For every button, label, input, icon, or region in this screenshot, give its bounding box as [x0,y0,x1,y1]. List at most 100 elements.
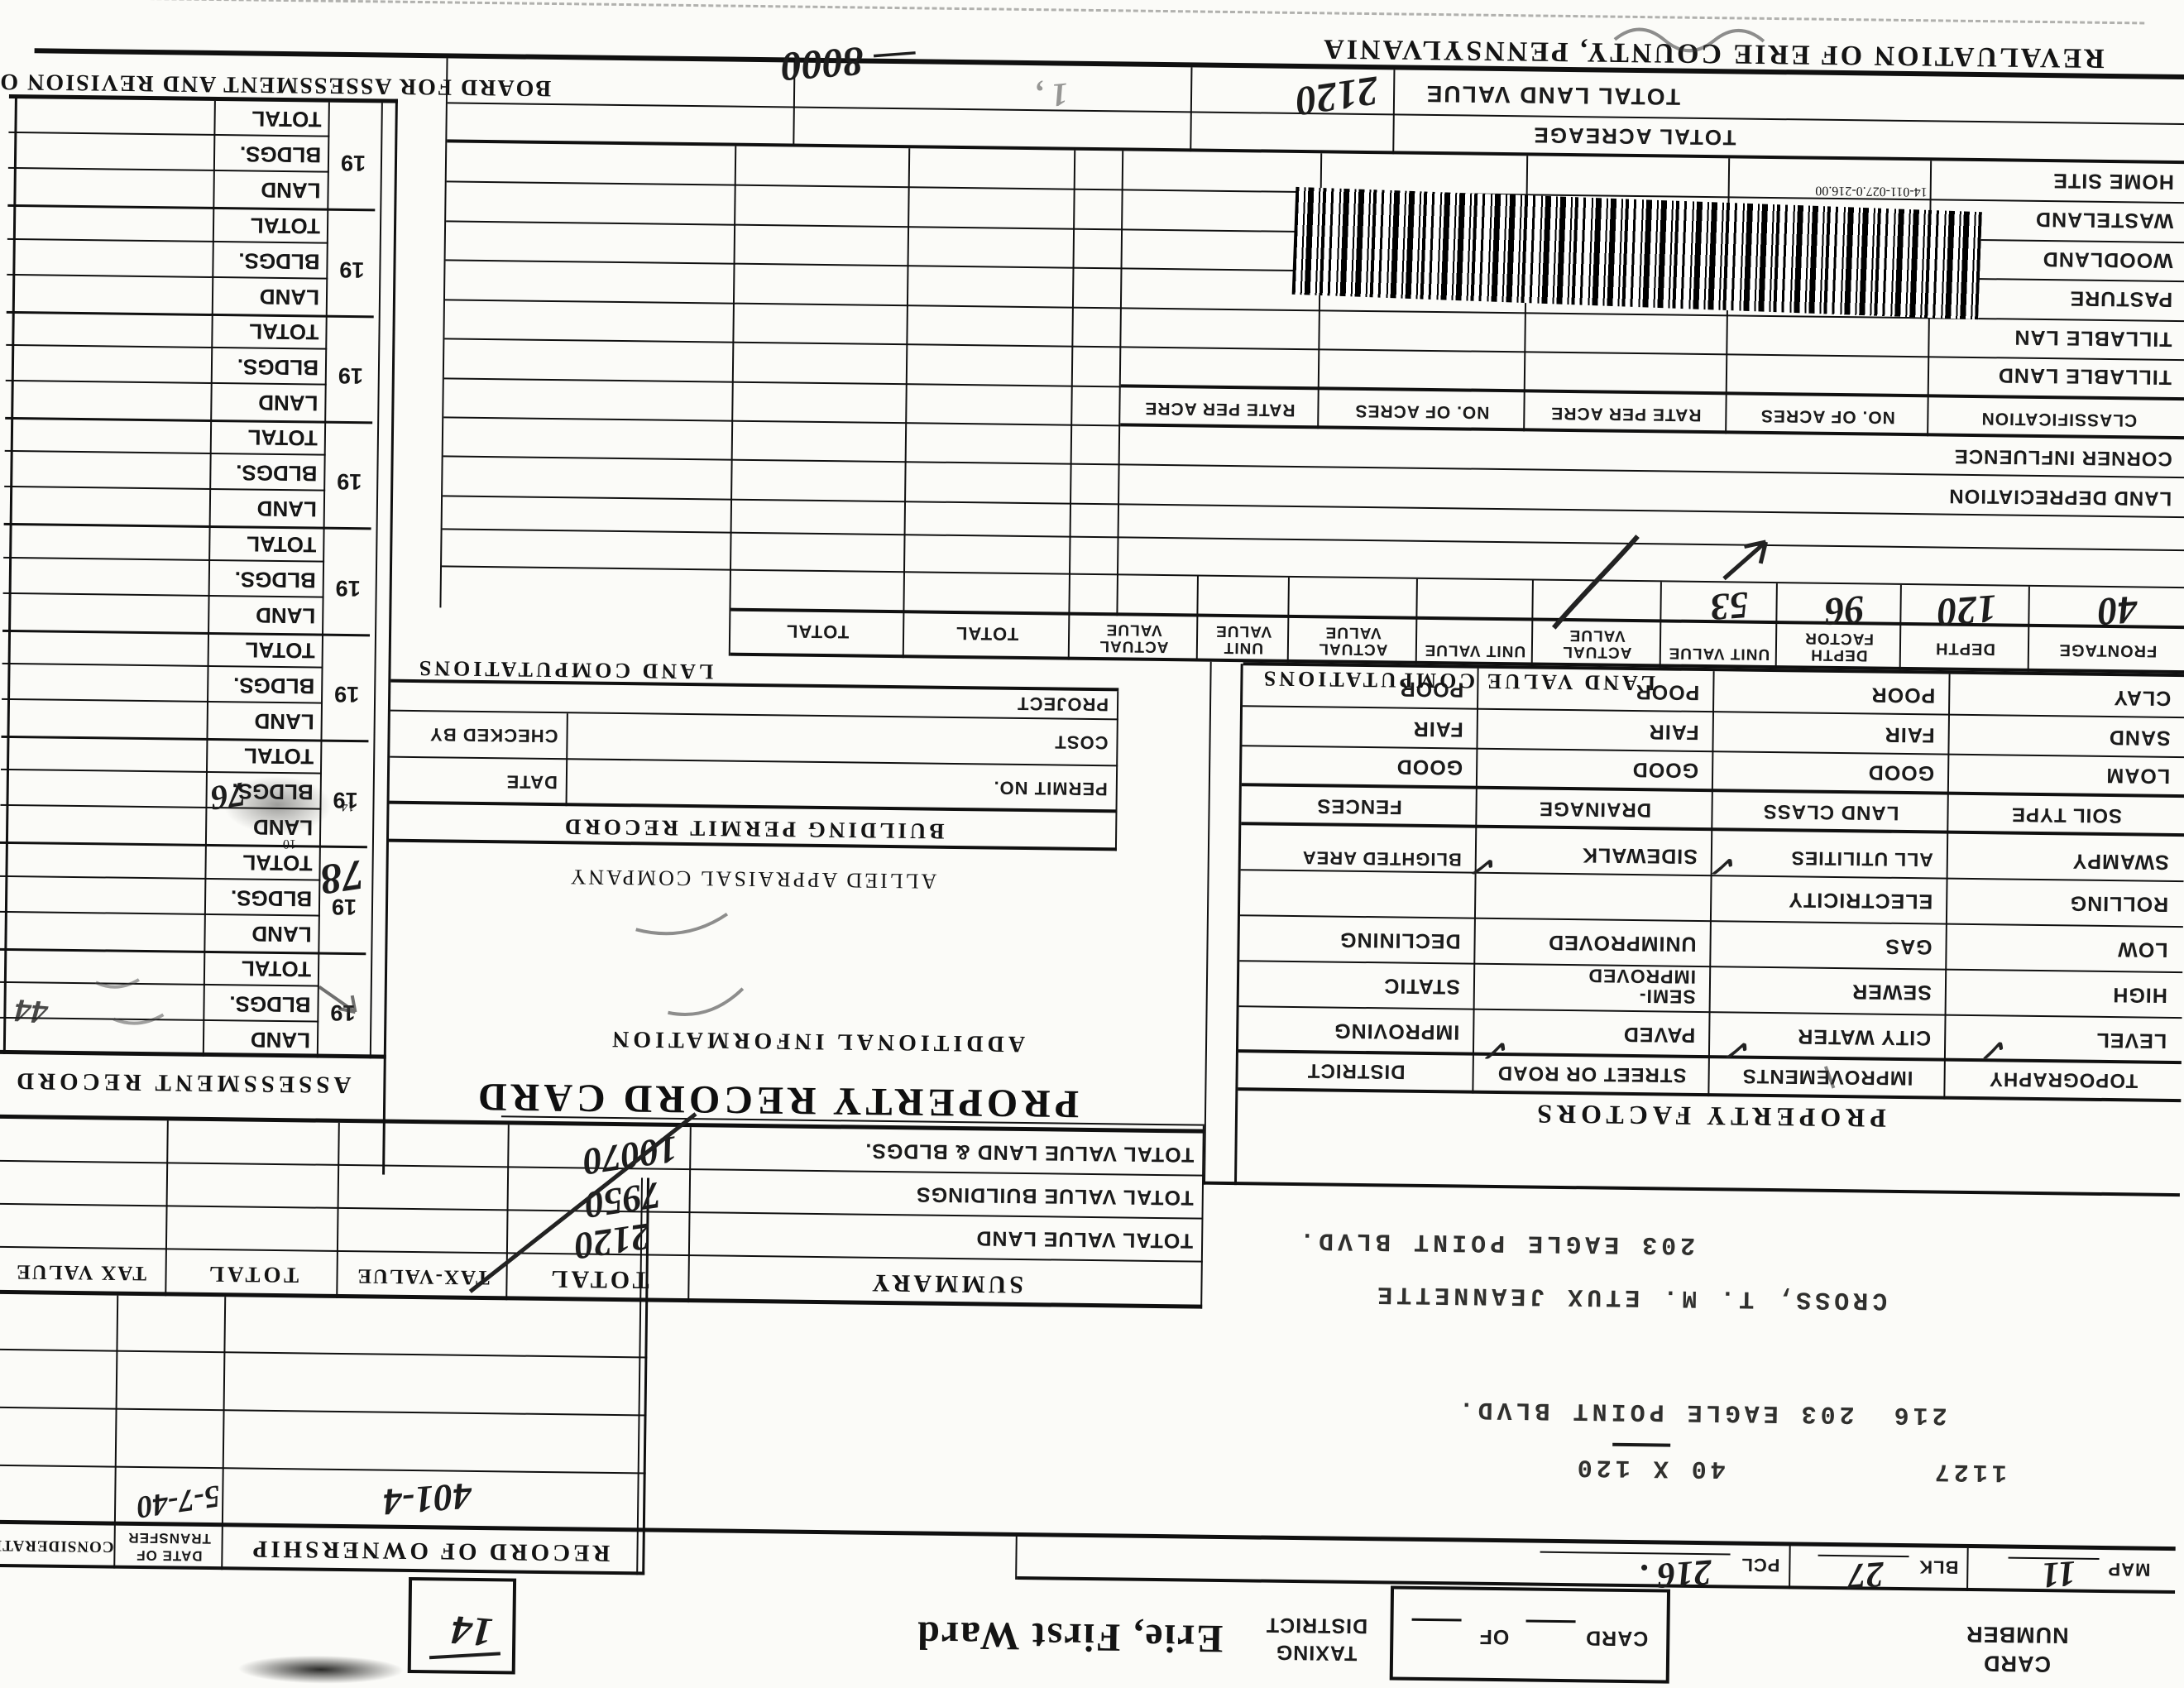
grid-line [0,981,319,987]
fences-good: GOOD [1396,755,1463,779]
total-land-value-amount: 2120 [1292,67,1382,126]
bldgs-row-label: BLDGS. [234,567,317,593]
permit-checked-by-label: CHECKED BY [429,724,558,747]
total-row-label: TOTAL [250,213,321,239]
drainage-good: GOOD [1631,757,1699,782]
parcel-barcode [1291,186,1982,320]
grid-line [0,768,322,774]
land-depreciation-label: LAND DEPRECIATION [1948,484,2172,510]
parcel-barcode-number: 14-011-027.0-216.00 [1815,183,1928,199]
bldgs-row-label: BLDGS. [238,248,320,275]
factor-sidewalk: SIDEWALK [1581,843,1698,868]
unit-value-value: 53 [1708,583,1751,630]
frontage-value: 40 [2095,587,2139,634]
bldgs-row-label: BLDGS. [237,354,319,381]
grid-line [2,698,323,704]
factor-semi-improved: SEMI- IMPROVED [1588,965,1697,1008]
factor-improving: IMPROVING [1334,1019,1460,1044]
assessment-group: 19 LAND BLDGS. TOTAL [0,947,366,1058]
grid-line [443,495,2184,519]
land-row-label: LAND [261,177,321,204]
total-row-label: TOTAL [247,424,318,451]
grid-line [442,565,2184,589]
assessment-group: 19 LAND BLDGS. TOTAL [5,310,374,421]
property-record-card-title: PROPERTY RECORD CARD [473,1074,1080,1126]
grid-line [0,1464,646,1475]
bldgs-row-label: BLDGS. [235,460,318,487]
tillable-lan-label: TILLABLE LAN [2014,325,2172,351]
grid-line [3,556,325,563]
grid-line [728,146,737,656]
unit-value-col-1: UNIT VALUE [1668,644,1770,663]
hand-card-number: 14 [449,1606,495,1657]
summary-total-col: TOTAL [548,1265,649,1294]
taxing-line2: DISTRICT [1265,1614,1368,1638]
grid-line [1943,674,1951,1100]
additional-information-title: ADDITIONAL INFORMATION [607,1025,1026,1057]
grid-line [0,1348,648,1359]
permit-cost-label: COST [1054,731,1109,754]
land-computations-title: LAND COMPUTATIONS [415,656,714,684]
total-land-value-label: TOTAL LAND VALUE [1425,80,1681,110]
grid-line [1203,661,1212,1185]
drainage-fair: FAIR [1648,720,1699,744]
grid-line [6,343,328,350]
year-label: 19 [333,681,360,707]
grid-line [1067,150,1076,660]
grid-line [389,800,1118,813]
factor-rolling: ROLLING [2069,891,2169,916]
grid-line [7,273,328,280]
factor-blighted-area: BLIGHTED AREA [1301,847,1462,870]
grid-line [442,528,2184,552]
district-col: DISTRICT [1306,1059,1406,1083]
bldgs-row-label: BLDGS. [230,885,313,912]
assessment-group: 19 LAND BLDGS. TOTAL [2,522,371,634]
unit-value-col-2: UNIT VALUE [1424,640,1526,660]
of-label: OF [1478,1624,1510,1649]
no-of-acres-col-2: NO. OF ACRES [1354,400,1490,422]
card-label: CARD [1584,1626,1649,1651]
grid-line [1203,1181,2180,1197]
faint-hand-mark: 1 , [1033,75,1070,117]
actual-value-col-3: ACTUAL VALUE [1099,621,1169,656]
total-value-land-label: TOTAL VALUE LAND [975,1226,1194,1253]
grid-line [1233,664,1243,1186]
factor-unimproved: UNIMPROVED [1547,930,1697,956]
house-number-typed: 1127 [1930,1456,2008,1486]
fences-fair: FAIR [1412,717,1463,741]
factor-low: LOW [2117,938,2168,961]
assessment-group: 19 LAND BLDGS. TOTAL [7,98,376,209]
grid-line [1190,67,1193,152]
grid-line [0,1406,647,1417]
date-of-transfer-label: DATE OF TRANSFER [118,1528,220,1565]
scan-edge-artifact [60,0,2145,25]
grid-line [390,709,1118,721]
street-or-road-col: STREET OR ROAD [1497,1062,1687,1086]
hand-card-number-box: 14 [407,1576,517,1675]
grid-line [0,1016,319,1023]
actual-value-col-1: ACTUAL VALUE [1562,626,1632,661]
classification-col: CLASSIFICATION [1980,409,2138,430]
depth-value: 120 [1935,586,1999,635]
lvc-total-col: TOTAL [955,622,1019,645]
depth-factor-value: 96 [1822,587,1866,634]
blk-label: BLK [1918,1556,1959,1578]
hand-mark-8000: — 8000 [779,34,917,91]
grid-line [444,338,2184,362]
grid-line [8,131,330,137]
permit-date-label: DATE [505,771,558,794]
date-of-label: DATE OF [136,1547,203,1564]
frontage-col: FRONTAGE [2058,640,2158,660]
grid-line [1789,1546,1791,1590]
grid-line [2,662,323,669]
grid-line [4,485,326,492]
underline-mark [1612,1442,1671,1447]
grid-line [443,455,2184,479]
land-row-label: LAND [250,1027,311,1053]
soil-type-col: SOIL TYPE [2010,803,2123,827]
grid-line [5,379,327,386]
card-number-label: CARD NUMBER [1926,1618,2109,1679]
tillable-land-label: TILLABLE LAND [1997,363,2172,389]
year-label: 19 [335,575,361,602]
land-row-label: LAND [259,284,320,310]
